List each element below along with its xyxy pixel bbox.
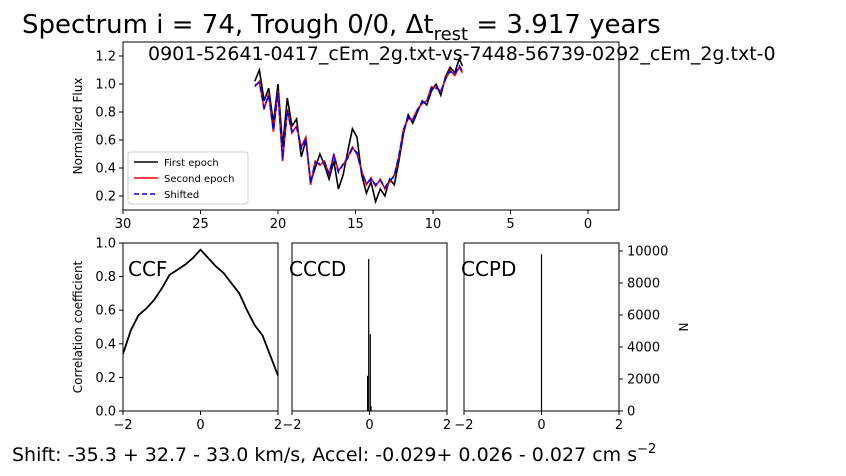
legend-shifted: Shifted [164,190,199,201]
spectrum-xtick-label: 15 [347,217,364,232]
spectrum-xtick-label: 10 [425,217,442,232]
ccf-panel: −2 0 2 0.0 0.2 0.4 0.6 0.8 1.0 CCF Correlation c… [71,237,282,434]
ccf-ytick-label: 0.6 [95,304,116,319]
legend-second-epoch: Second epoch [164,174,234,185]
spectrum-xtick-label: 25 [192,217,209,232]
cccd-bar [369,334,371,411]
figure-title: Spectrum i = 74, Trough 0/0, Δtrest = 3.… [22,10,661,45]
cccd-label: CCCD [289,257,346,281]
ccpd-xtick-label: 2 [615,418,623,433]
spectrum-ytick-label: 1.2 [95,50,116,65]
ccf-xtick-label: −2 [113,418,132,433]
ccf-xtick-label: 2 [274,418,282,433]
spectrum-subtitle: 0901-52641-0417_cEm_2g.txt-vs-7448-56739… [148,43,776,65]
spectrum-ylabel: Normalized Flux [71,78,85,175]
ccpd-ytick-label: 2000 [627,373,660,388]
spectrum-xtick-label: 20 [270,217,287,232]
ccf-xtick-label: 0 [196,418,204,433]
ccpd-ytick-label: 10000 [627,245,668,260]
ccpd-xtick-label: 0 [537,418,545,433]
legend-first-epoch: First epoch [164,158,219,169]
cccd-xtick-label: 0 [365,418,373,433]
spectrum-legend: First epoch Second epoch Shifted [127,151,249,205]
ccpd-ytick-label: 0 [627,405,635,420]
footer-shift-accel: Shift: -35.3 + 32.7 - 33.0 km/s, Accel: … [12,442,656,466]
ccf-curve [122,248,279,377]
spectrum-ytick-label: 1.0 [95,78,116,93]
spectrum-xtick-label: 5 [506,217,514,232]
ccf-ytick-label: 0.8 [95,270,116,285]
ccpd-ylabel: N [677,323,691,332]
spectrum-xtick-label: 30 [115,217,132,232]
ccpd-xtick-label: −2 [454,418,473,433]
spectrum-ytick-label: 0.4 [95,162,116,177]
spectrum-ytick-label: 0.6 [95,134,116,149]
cccd-bar [367,375,369,411]
ccpd-ytick-label: 4000 [627,341,660,356]
ccf-ytick-label: 1.0 [95,237,116,252]
ccf-label: CCF [128,257,167,281]
ccf-ytick-label: 0.4 [95,337,116,352]
spectrum-ytick-label: 0.2 [95,190,116,205]
ccpd-label: CCPD [461,257,516,281]
ccf-ytick-label: 0.0 [95,405,116,420]
spectrum-xtick-label: 0 [584,217,592,232]
cccd-xtick-label: −2 [282,418,301,433]
ccpd-ytick-label: 6000 [627,309,660,324]
series-first-epoch [254,56,464,205]
cccd-panel: −2 0 2 CCCD [282,242,451,433]
ccpd-bar [540,254,543,411]
spectrum-ytick-label: 0.8 [95,106,116,121]
cccd-bar [370,406,372,411]
cccd-xtick-label: 2 [443,418,451,433]
ccf-ytick-label: 0.2 [95,371,116,386]
series-shifted [254,64,464,190]
cccd-bar [368,259,370,411]
ccpd-ytick-label: 8000 [627,277,660,292]
ccf-ylabel: Correlation coefficient [71,260,85,393]
spectrum-panel: 30 25 20 15 10 5 0 0.2 0.4 0.6 0.8 1.0 1.2 Normalize… [71,41,776,232]
